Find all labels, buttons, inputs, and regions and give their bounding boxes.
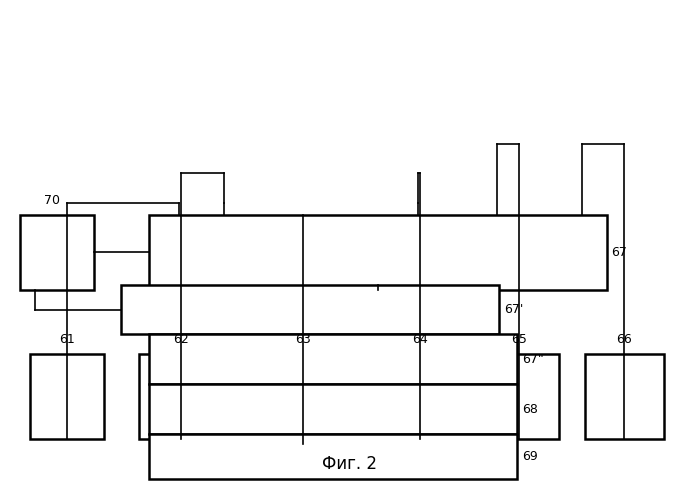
Text: 67": 67" [522, 353, 544, 366]
Text: 63: 63 [295, 333, 311, 347]
Bar [584, 354, 664, 439]
Bar [20, 215, 94, 290]
Text: 67: 67 [612, 246, 627, 259]
Text: 61: 61 [60, 333, 75, 347]
Bar [149, 434, 517, 479]
Text: 62: 62 [174, 333, 189, 347]
Bar [378, 354, 463, 439]
Text: 66: 66 [617, 333, 632, 347]
Bar [149, 384, 517, 434]
Text: 64: 64 [412, 333, 428, 347]
Text: 69: 69 [522, 450, 538, 463]
Text: Фиг. 2: Фиг. 2 [323, 455, 377, 473]
Text: 67': 67' [504, 303, 524, 316]
Bar [139, 354, 224, 439]
Bar [480, 354, 559, 439]
Text: 68: 68 [522, 402, 538, 416]
Bar [149, 334, 517, 384]
Bar [30, 354, 104, 439]
Text: 65: 65 [511, 333, 527, 347]
Bar [149, 215, 606, 290]
Bar [121, 285, 499, 334]
Bar [258, 354, 348, 444]
Text: 70: 70 [44, 194, 60, 207]
